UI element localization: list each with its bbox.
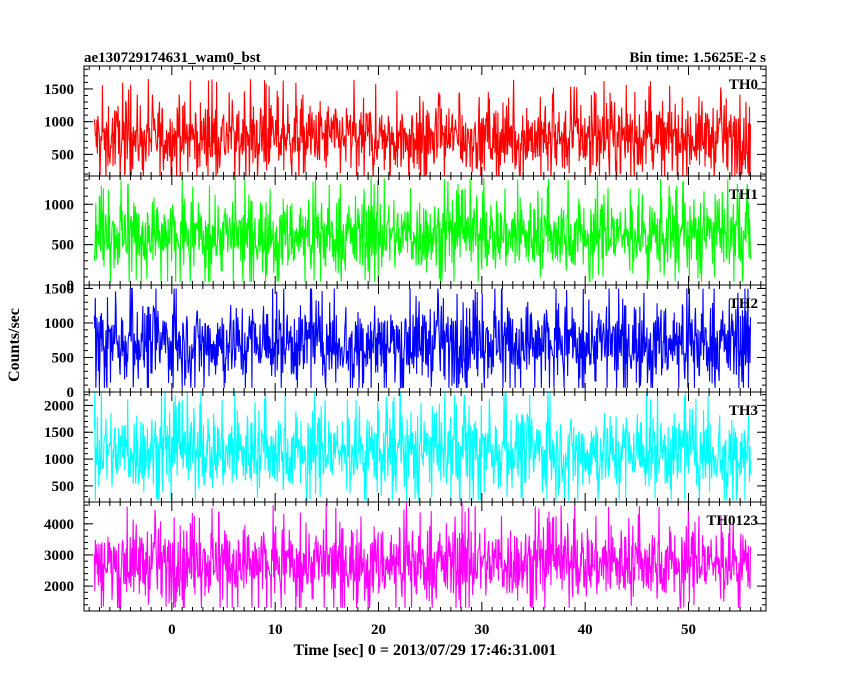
y-tick-label: 1000 <box>44 115 74 131</box>
series-line-th1 <box>93 176 752 283</box>
panel-th3: 500 1000 1500 2000 TH3 <box>44 391 767 503</box>
y-tick-label: 500 <box>52 479 75 495</box>
y-tick-label: 2000 <box>44 398 74 414</box>
y-tick-label: 500 <box>52 238 75 254</box>
x-tick-label: 0 <box>168 622 176 638</box>
panel-th1: 0 500 1000 TH1 <box>44 175 767 294</box>
y-tick-label: 4000 <box>44 517 74 533</box>
x-tick-label: 50 <box>681 622 696 638</box>
series-line-th3 <box>93 392 752 501</box>
chart-title-right: Bin time: 1.5625E-2 s <box>629 50 766 66</box>
panels: 500 1000 1500 TH0 0 500 1000 TH1 0 500 1000 1500 TH2… <box>44 65 767 612</box>
panel-th0: 500 1000 1500 TH0 <box>44 65 767 177</box>
x-axis: 0 10 20 30 40 50 <box>168 622 696 638</box>
x-tick-label: 10 <box>268 622 283 638</box>
panel-th0123: 2000 3000 4000 TH0123 <box>44 501 767 612</box>
y-tick-label: 1000 <box>44 316 74 332</box>
x-tick-label: 40 <box>578 622 593 638</box>
chart-title-left: ae130729174631_wam0_bst <box>84 50 261 66</box>
y-tick-label: 1500 <box>44 425 74 441</box>
y-axis-label: Counts/sec <box>6 308 23 382</box>
panel-th2: 0 500 1000 1500 TH2 <box>44 281 767 401</box>
panel-name-label: TH0123 <box>706 513 758 529</box>
x-tick-label: 20 <box>371 622 386 638</box>
y-tick-label: 1000 <box>44 452 74 468</box>
series-line-th0 <box>93 79 752 176</box>
y-tick-label: 0 <box>67 385 75 401</box>
panel-name-label: TH3 <box>729 403 758 419</box>
y-tick-label: 500 <box>52 350 75 366</box>
panel-name-label: TH1 <box>729 187 758 203</box>
panel-frame <box>83 501 767 612</box>
series-line-th2 <box>93 287 752 389</box>
y-tick-label: 1500 <box>44 82 74 98</box>
y-tick-label: 0 <box>67 278 75 294</box>
x-tick-label: 30 <box>474 622 489 638</box>
y-tick-label: 1000 <box>44 197 74 213</box>
panel-name-label: TH0 <box>729 77 758 93</box>
x-axis-label: Time [sec] 0 = 2013/07/29 17:46:31.001 <box>293 642 556 659</box>
panel-name-label: TH2 <box>729 296 758 312</box>
y-tick-label: 2000 <box>44 579 74 595</box>
series-line-th0123 <box>93 502 752 609</box>
y-tick-label: 500 <box>52 147 75 163</box>
y-tick-label: 3000 <box>44 548 74 564</box>
y-tick-label: 1500 <box>44 281 74 297</box>
